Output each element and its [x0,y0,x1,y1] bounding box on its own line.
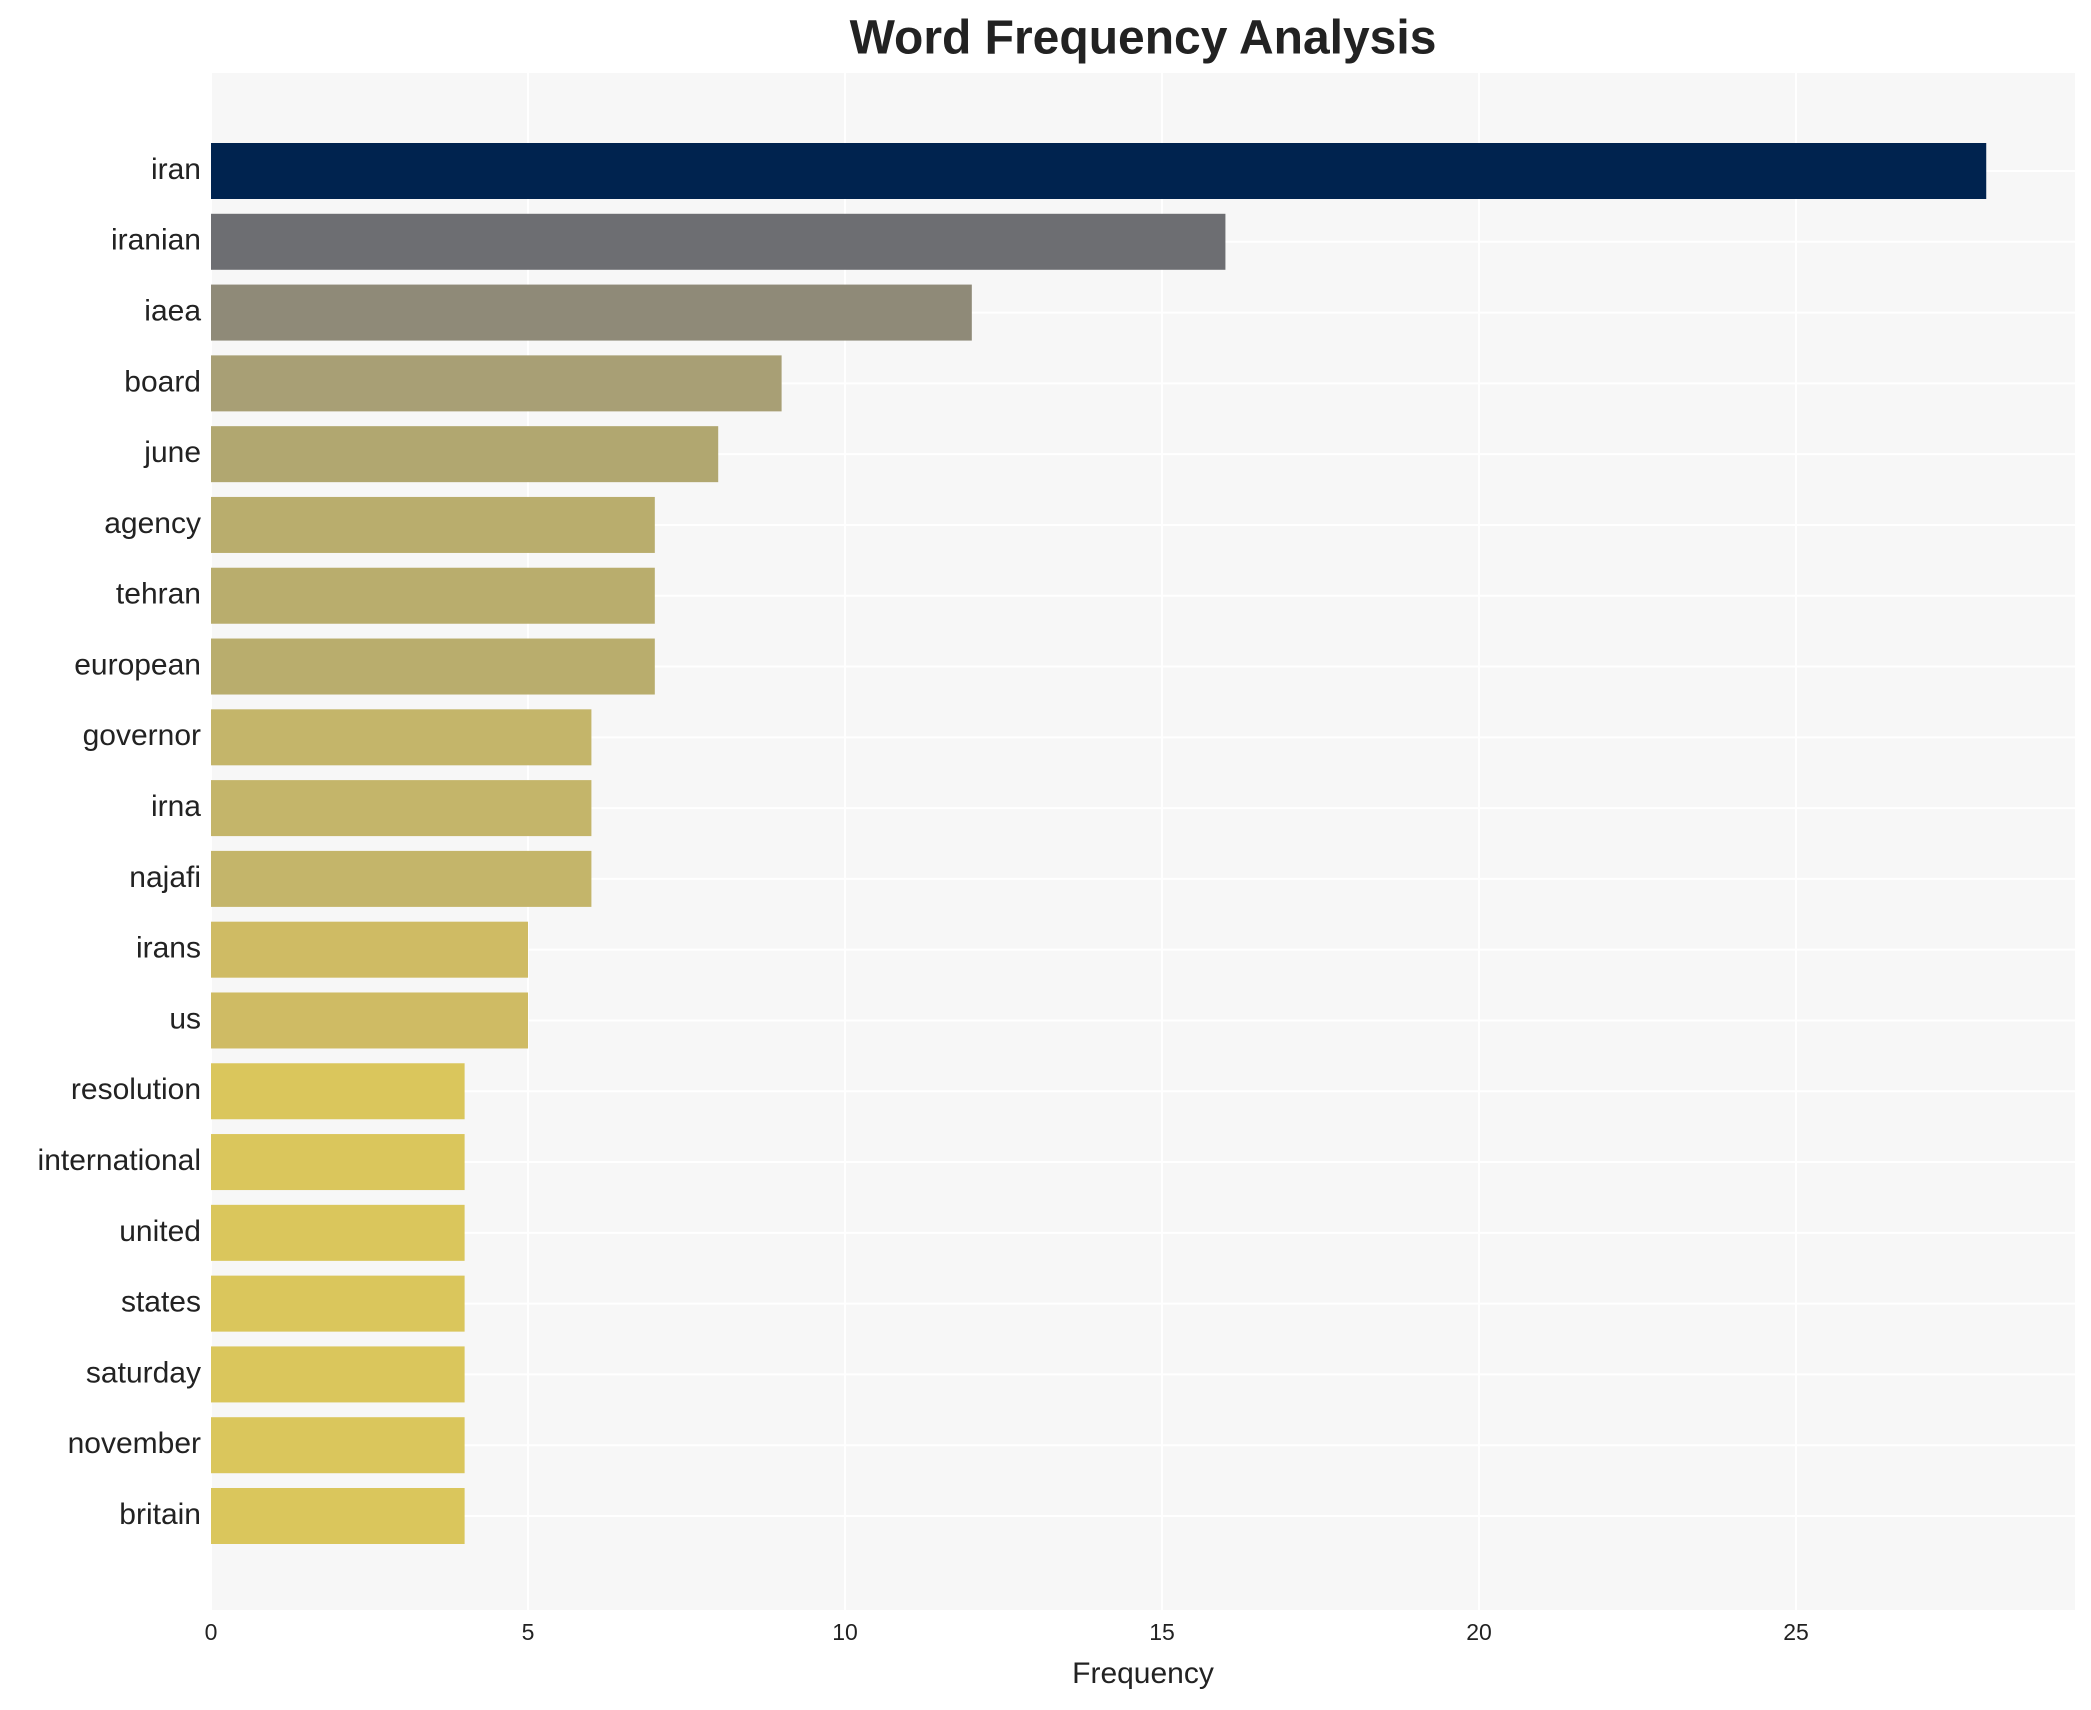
bar [211,780,592,837]
y-tick-label: november [68,1427,201,1460]
y-tick-label: iran [151,153,201,186]
y-tick-label: najafi [129,861,201,894]
y-tick-label: irans [136,932,201,965]
bar [211,1134,465,1191]
bar [211,1346,465,1403]
bar [211,1417,465,1474]
y-tick-label: june [143,436,201,469]
bar [211,1488,465,1544]
y-tick-label: international [38,1144,201,1177]
y-tick-label: resolution [71,1073,201,1106]
bar [211,921,529,978]
x-tick-label: 0 [205,1619,218,1645]
bar [211,1204,465,1261]
x-tick-label: 20 [1466,1619,1492,1645]
bar [211,850,592,907]
bar [211,1275,465,1332]
y-tick-label: agency [104,507,201,540]
y-tick-label: states [121,1286,201,1319]
bar [211,143,1987,199]
y-tick-label: iranian [111,224,201,257]
x-tick-label: 5 [522,1619,535,1645]
bar [211,284,972,341]
bar [211,567,655,624]
y-tick-label: united [119,1215,201,1248]
y-tick-label: european [74,648,201,681]
x-tick-label: 15 [1149,1619,1175,1645]
y-tick-label: irna [151,790,201,823]
x-tick-label: 25 [1783,1619,1809,1645]
y-tick-label: board [124,365,201,398]
bar [211,992,529,1049]
y-tick-label: tehran [116,578,201,611]
bar [211,213,1226,270]
bar [211,355,782,412]
y-tick-label: saturday [86,1356,201,1389]
y-tick-label: us [169,1002,201,1035]
bar [211,638,655,695]
bar [211,496,655,553]
y-tick-label: britain [119,1498,201,1531]
y-tick-label: governor [83,719,201,752]
bar [211,426,719,483]
chart-title: Word Frequency Analysis [850,12,1437,65]
bar [211,1063,465,1120]
x-axis-label: Frequency [1072,1657,1214,1690]
bar [211,709,592,766]
y-tick-label: iaea [144,295,201,328]
x-tick-label: 10 [832,1619,858,1645]
